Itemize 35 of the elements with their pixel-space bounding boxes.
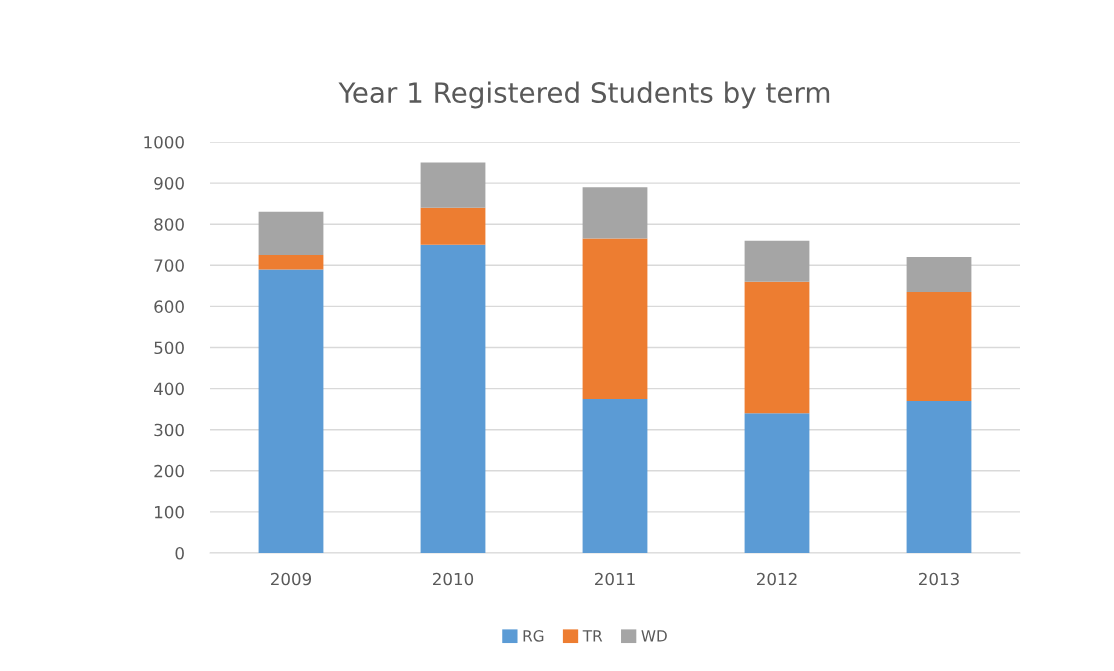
legend-label: WD bbox=[641, 630, 667, 642]
bar bbox=[258, 255, 324, 270]
bar bbox=[420, 207, 486, 245]
y-tick-label: 1000 bbox=[144, 135, 184, 149]
x-tick-label: 2009 bbox=[271, 572, 312, 586]
y-tick-label: 0 bbox=[175, 546, 184, 560]
bar bbox=[744, 240, 810, 282]
y-tick-label: 700 bbox=[154, 259, 184, 272]
x-tick-label: 2013 bbox=[919, 572, 959, 586]
bar bbox=[906, 292, 972, 401]
bar bbox=[906, 257, 972, 293]
legend-label: RG bbox=[523, 630, 544, 642]
y-tick-label: 900 bbox=[154, 177, 184, 190]
y-tick-label: 500 bbox=[154, 341, 184, 355]
y-tick-label: 600 bbox=[154, 300, 184, 313]
chart-title: Year 1 Registered Students by term bbox=[338, 81, 830, 109]
bar bbox=[420, 162, 486, 208]
bar bbox=[744, 281, 810, 414]
x-tick-label: 2011 bbox=[595, 572, 635, 586]
legend-label: TR bbox=[582, 630, 603, 642]
bar bbox=[258, 211, 324, 256]
y-tick-label: 100 bbox=[155, 505, 184, 519]
bar bbox=[582, 238, 648, 399]
bar bbox=[420, 244, 486, 553]
bar bbox=[744, 413, 810, 553]
y-tick-label: 200 bbox=[154, 464, 184, 478]
y-tick-label: 800 bbox=[154, 218, 184, 231]
bar bbox=[582, 398, 648, 553]
bar bbox=[906, 400, 972, 553]
bar bbox=[582, 187, 648, 239]
x-tick-label: 2010 bbox=[433, 572, 474, 586]
y-tick-label: 300 bbox=[154, 423, 184, 437]
x-tick-label: 2012 bbox=[757, 572, 797, 586]
y-tick-label: 400 bbox=[154, 382, 184, 396]
bar bbox=[258, 269, 324, 553]
